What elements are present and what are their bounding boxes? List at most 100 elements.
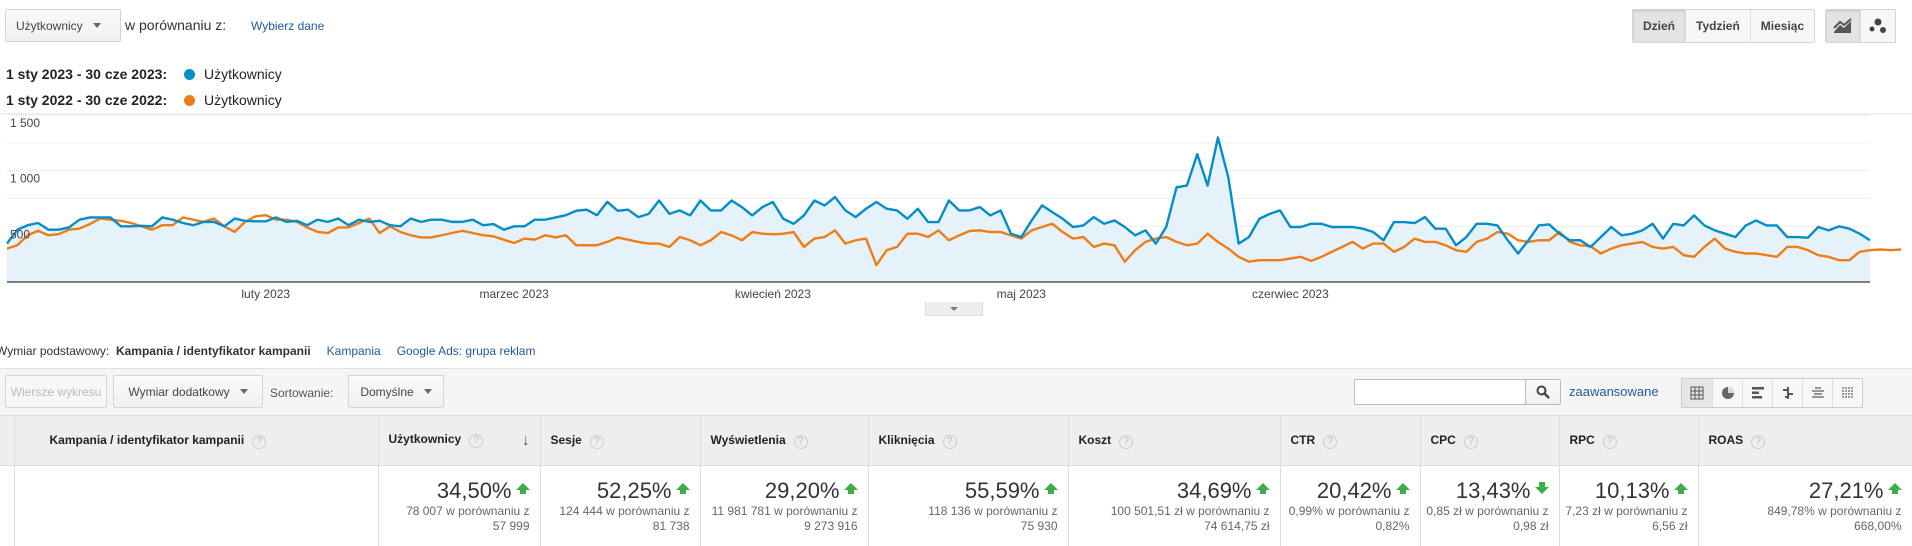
pivot-view-button[interactable] [1832, 379, 1862, 407]
table-view-icon [1690, 386, 1704, 400]
arrow-up-icon [515, 483, 530, 494]
comparison-value: 75 930 [1020, 519, 1058, 533]
checkbox-cell [0, 465, 15, 546]
primary-dimension-label: Wymiar podstawowy: [0, 344, 110, 358]
column-label: CPC [1430, 432, 1456, 447]
help-icon[interactable]: ? [1463, 434, 1478, 449]
help-icon[interactable]: ? [1323, 434, 1338, 449]
line-chart-icon [1833, 18, 1852, 33]
pie-view-button[interactable] [1712, 379, 1742, 407]
arrow-up-icon [675, 483, 690, 494]
dimension-option-active[interactable]: Kampania / identyfikator kampanii [115, 344, 311, 358]
table-header-row: Kampania / identyfikator kampanii? Użytk… [0, 415, 1912, 466]
legend-item-2022: 1 sty 2022 - 30 cze 2022: Użytkownicy [6, 92, 282, 108]
comparison-text: 124 444 w porównaniu z [559, 504, 690, 518]
dimension-option-campaign[interactable]: Kampania [326, 344, 381, 358]
advanced-filter-link[interactable]: zaawansowane [1569, 384, 1659, 399]
total-sessions-cell: 52,25% 124 444 w porównaniu z 81 738 [540, 465, 701, 546]
motion-chart-button[interactable] [1860, 10, 1895, 42]
total-ctr-cell: 20,42% 0,99% w porównaniu z 0,82% [1280, 465, 1421, 546]
comparison-text: 100 501,51 zł w porównaniu z [1110, 504, 1270, 518]
search-button[interactable] [1525, 379, 1561, 405]
x-tick-label: kwiecień 2023 [735, 287, 811, 301]
column-header-cpc[interactable]: CPC? [1420, 415, 1560, 466]
column-header-users[interactable]: Użytkownicy? ↓ [378, 415, 541, 466]
change-percent: 55,59% [964, 478, 1040, 503]
pivot-view-icon [1841, 387, 1854, 399]
chart-type-buttons [1825, 9, 1896, 43]
column-header-roas[interactable]: ROAS? [1698, 415, 1912, 466]
chevron-down-icon [950, 306, 958, 311]
column-label: Koszt [1078, 432, 1112, 447]
comparison-text: 78 007 w porównaniu z [406, 504, 530, 518]
help-icon[interactable]: ? [252, 434, 267, 449]
motion-chart-icon [1869, 18, 1886, 33]
help-icon[interactable]: ? [1751, 434, 1766, 449]
metric-select-value: Użytkownicy [16, 18, 83, 33]
y-tick-label: 1 000 [10, 172, 40, 186]
comparison-value: 57 999 [492, 519, 530, 533]
view-toggle-group [1681, 378, 1863, 408]
arrow-up-icon [1043, 483, 1058, 494]
help-icon[interactable]: ? [1602, 434, 1617, 449]
metric-select[interactable]: Użytkownicy [5, 9, 121, 42]
comparison-value: 9 273 916 [804, 519, 858, 533]
x-tick-label: maj 2023 [997, 287, 1047, 301]
comparison-view-button[interactable] [1772, 379, 1802, 407]
dimension-option-ad-group[interactable]: Google Ads: grupa reklam [396, 344, 536, 358]
plot-rows-button[interactable]: Wiersze wykresu [5, 375, 107, 408]
legend-dot-icon [184, 94, 195, 106]
column-header-clicks[interactable]: Kliknięcia? [868, 415, 1069, 466]
help-icon[interactable]: ? [793, 434, 808, 449]
column-header-impressions[interactable]: Wyświetlenia? [700, 415, 869, 466]
help-icon[interactable]: ? [469, 434, 484, 448]
campaign-table: Kampania / identyfikator kampanii? Użytk… [0, 415, 1912, 546]
total-cost-cell: 34,69% 100 501,51 zł w porównaniu z 74 6… [1068, 465, 1281, 546]
table-view-button[interactable] [1682, 379, 1712, 407]
total-rpc-cell: 10,13% 7,23 zł w porównaniu z 6,56 zł [1559, 465, 1699, 546]
arrow-up-icon [1255, 483, 1270, 494]
column-header-rpc[interactable]: RPC? [1559, 415, 1699, 466]
secondary-dimension-value: Wymiar dodatkowy [128, 384, 230, 399]
change-percent: 20,42% [1316, 478, 1392, 503]
legend-metric: Użytkownicy [204, 66, 282, 82]
table-search-input[interactable] [1354, 379, 1526, 405]
choose-data-link[interactable]: Wybierz dane [251, 19, 325, 33]
column-header-ctr[interactable]: CTR? [1280, 415, 1421, 466]
arrow-up-icon [1395, 483, 1410, 494]
pie-view-icon [1721, 387, 1734, 399]
line-chart-button[interactable] [1826, 10, 1860, 42]
help-icon[interactable]: ? [942, 434, 957, 449]
sort-value: Domyślne [360, 384, 414, 399]
column-label: ROAS [1708, 432, 1744, 447]
secondary-dimension-select[interactable]: Wymiar dodatkowy [113, 375, 263, 408]
change-percent: 34,69% [1176, 478, 1252, 503]
column-label: Sesje [550, 432, 582, 447]
total-users-cell: 34,50% 78 007 w porównaniu z 57 999 [378, 465, 541, 546]
series-2022-line [6, 213, 1902, 267]
column-header-sessions[interactable]: Sesje? [540, 415, 701, 466]
bar-view-button[interactable] [1742, 379, 1772, 407]
help-icon[interactable]: ? [589, 434, 604, 449]
week-button[interactable]: Tydzień [1685, 10, 1750, 42]
column-label: CTR [1290, 432, 1316, 447]
comparison-value: 0,98 zł [1513, 519, 1549, 533]
term-cloud-button[interactable] [1802, 379, 1832, 407]
change-percent: 13,43% [1455, 478, 1531, 503]
column-header-cost[interactable]: Koszt? [1068, 415, 1281, 466]
select-all-checkbox[interactable] [0, 415, 15, 466]
sort-select[interactable]: Domyślne [348, 375, 444, 408]
total-clicks-cell: 55,59% 118 136 w porównaniu z 75 930 [868, 465, 1069, 546]
column-header-campaign[interactable]: Kampania / identyfikator kampanii? [14, 415, 379, 466]
total-roas-cell: 27,21% 849,78% w porównaniu z 668,00% [1698, 465, 1912, 546]
comparison-value: 74 614,75 zł [1204, 519, 1270, 533]
month-button[interactable]: Miesiąc [1749, 10, 1815, 42]
help-icon[interactable]: ? [1119, 434, 1134, 449]
comparison-value: 668,00% [1854, 519, 1902, 533]
series-2023-area [7, 137, 1870, 282]
chart-collapse-toggle[interactable] [925, 302, 983, 316]
column-label: Kampania / identyfikator kampanii [49, 432, 245, 447]
legend-date: 1 sty 2023 - 30 cze 2023: [6, 66, 168, 82]
change-percent: 34,50% [436, 478, 512, 503]
day-button[interactable]: Dzień [1633, 10, 1686, 42]
